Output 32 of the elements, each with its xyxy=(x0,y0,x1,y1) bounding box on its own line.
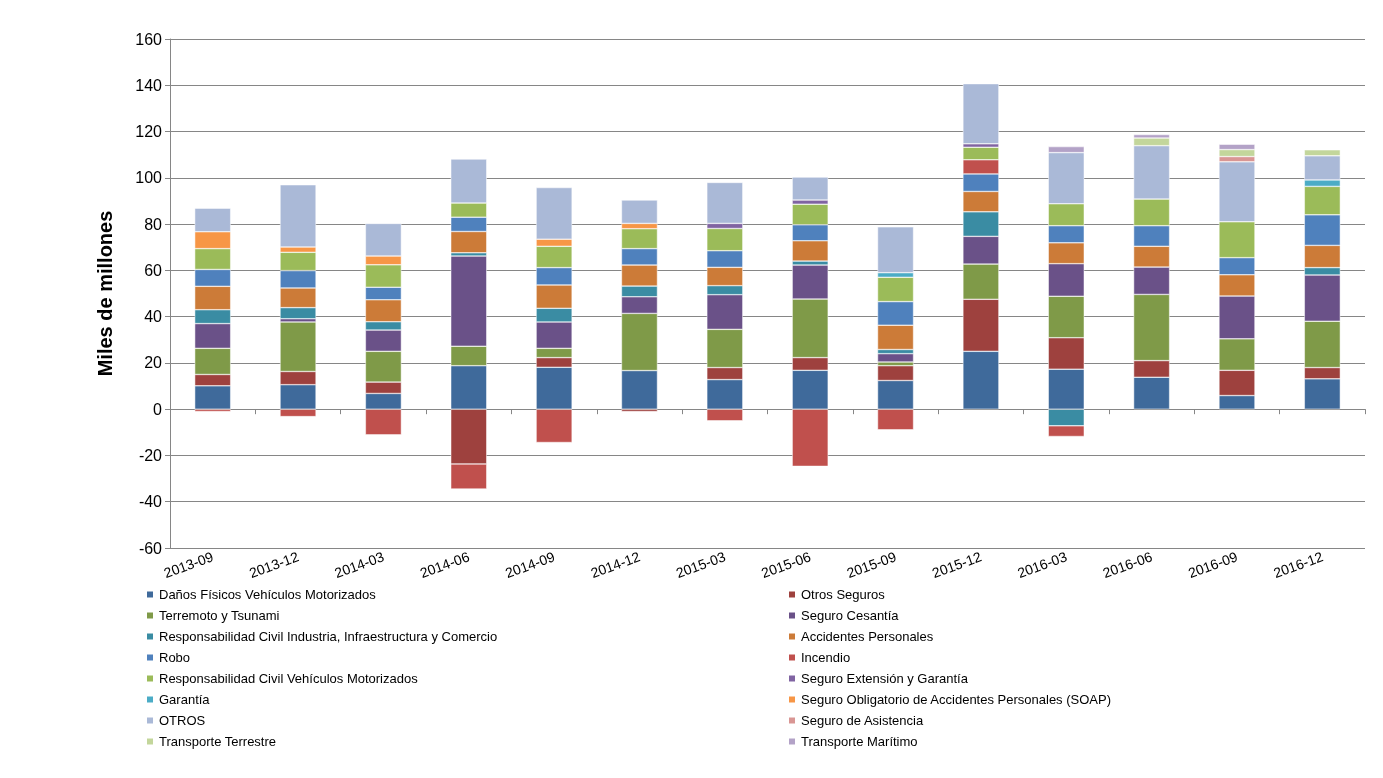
legend-label: Responsabilidad Civil Vehículos Motorizados xyxy=(159,671,419,686)
legend-label: Terremoto y Tsunami xyxy=(159,608,280,623)
legend-label: Incendio xyxy=(801,650,851,665)
legend-label: Transporte Marítimo xyxy=(801,734,918,749)
y-tick-label: 120 xyxy=(135,123,163,141)
y-tick-label: 80 xyxy=(144,215,163,233)
legend-label: Seguro Obligatorio de Accidentes Personales (SOAP) xyxy=(801,692,1112,707)
y-tick-label: 20 xyxy=(144,354,163,372)
y-tick-label: 160 xyxy=(135,30,163,48)
legend-label: OTROS xyxy=(159,713,206,728)
legend-label: Garantía xyxy=(159,692,211,707)
legend-label: Accidentes Personales xyxy=(801,629,934,644)
legend-label: Seguro Extensión y Garantía xyxy=(801,671,969,686)
legend-label: Seguro de Asistencia xyxy=(801,713,924,728)
y-tick-label: -60 xyxy=(138,539,163,557)
y-tick-label: 100 xyxy=(135,169,163,187)
bar xyxy=(792,177,829,201)
legend-label: Responsabilidad Civil Industria, Infraestructura y Comercio xyxy=(159,629,498,644)
y-tick-label: 60 xyxy=(144,261,163,279)
legend-label: Seguro Cesantía xyxy=(801,608,900,623)
y-tick-label: 140 xyxy=(135,76,163,94)
bar xyxy=(962,83,999,144)
y-tick-label: 0 xyxy=(153,400,163,418)
y-tick-label: -40 xyxy=(138,493,163,511)
y-tick-label: -20 xyxy=(138,446,163,464)
legend-label: Transporte Terrestre xyxy=(159,734,277,749)
y-axis-title: Miles de millones xyxy=(94,210,116,377)
bar xyxy=(877,353,914,362)
legend-label: Otros Seguros xyxy=(801,587,886,602)
y-tick-label: 40 xyxy=(144,308,163,326)
legend-label: Daños Físicos Vehículos Motorizados xyxy=(159,587,377,602)
legend-label: Robo xyxy=(159,650,191,665)
